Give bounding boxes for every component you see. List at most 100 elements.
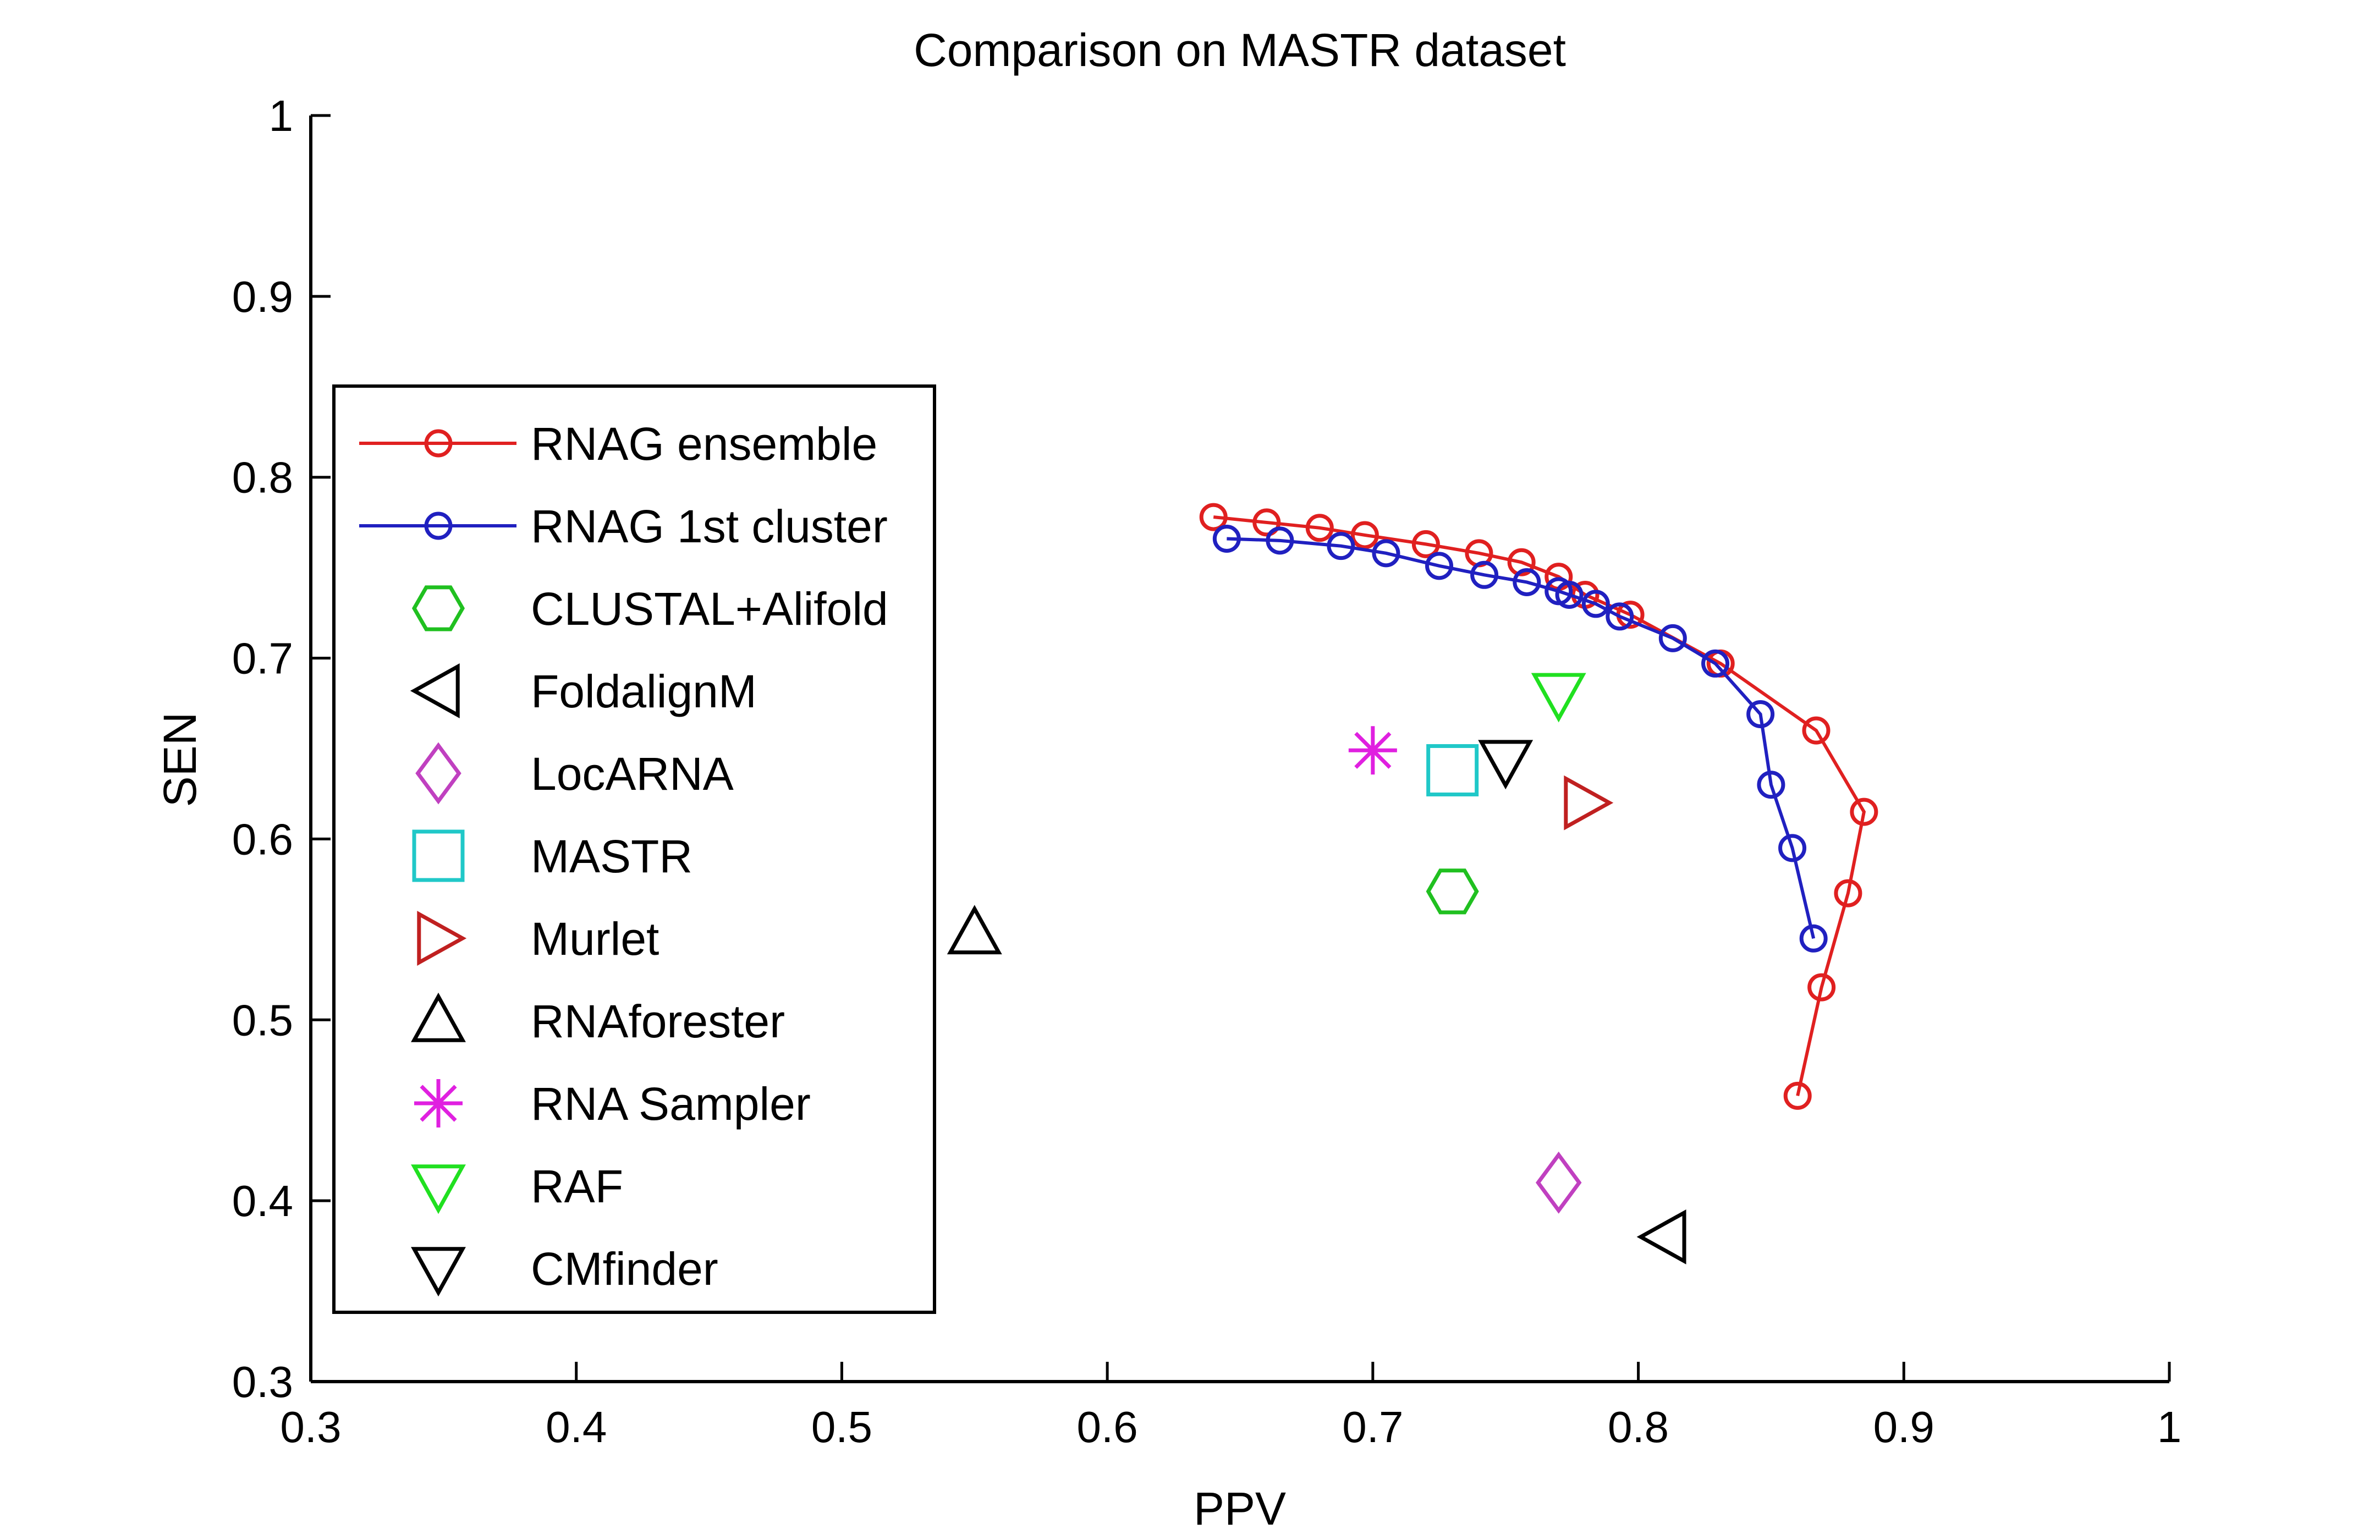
series-4 xyxy=(1536,1151,1582,1214)
legend-item: FoldalignM xyxy=(410,663,757,718)
y-tick-label: 0.9 xyxy=(232,272,293,321)
data-point xyxy=(1536,1151,1582,1214)
legend-label: LocARNA xyxy=(531,748,734,800)
series-9 xyxy=(1531,673,1586,723)
series-6 xyxy=(1564,775,1614,831)
legend-label: FoldalignM xyxy=(531,666,757,717)
legend-item: RNAG ensemble xyxy=(359,418,877,470)
y-tick-label: 0.6 xyxy=(232,815,293,864)
data-point xyxy=(1757,771,1785,799)
series-5 xyxy=(1426,744,1479,796)
legend-item: Murlet xyxy=(417,911,659,966)
legend-label: Murlet xyxy=(531,913,659,965)
x-tick-label: 0.9 xyxy=(1873,1402,1934,1451)
x-tick-label: 0.3 xyxy=(280,1402,341,1451)
legend-box xyxy=(332,384,936,1314)
x-tick-label: 0.4 xyxy=(546,1402,607,1451)
data-point xyxy=(1252,508,1281,537)
data-point xyxy=(1531,673,1586,723)
legend-item: RNAG 1st cluster xyxy=(359,501,888,552)
y-axis-title: SEN xyxy=(154,712,206,807)
data-point xyxy=(1807,973,1836,1002)
legend-marker xyxy=(424,429,453,458)
legend-item: CLUSTAL+Alifold xyxy=(411,583,888,635)
data-point xyxy=(1507,548,1536,576)
data-point xyxy=(1778,834,1807,862)
data-point xyxy=(1555,580,1584,609)
data-point xyxy=(1513,568,1541,596)
legend: RNAG ensemble RNAG 1st cluster CLUSTAL+Ali… xyxy=(332,384,936,1314)
data-point xyxy=(1411,530,1440,558)
data-point xyxy=(1658,624,1687,652)
data-point xyxy=(1212,525,1241,553)
data-point xyxy=(1636,1209,1686,1264)
chart-title: Comparison on MASTR dataset xyxy=(914,24,1566,76)
series-3 xyxy=(1636,1209,1686,1264)
data-point xyxy=(1199,503,1228,531)
legend-item: CMfinder xyxy=(411,1243,718,1297)
legend-label: MASTR xyxy=(531,831,692,882)
y-tick-label: 0.7 xyxy=(232,634,293,683)
x-tick-label: 0.5 xyxy=(811,1402,872,1451)
legend-marker xyxy=(414,1079,463,1128)
legend-marker xyxy=(412,829,465,882)
series-8 xyxy=(1348,726,1397,775)
legend-marker xyxy=(411,585,465,631)
data-point xyxy=(1581,590,1610,618)
data-point xyxy=(1350,521,1379,549)
data-point xyxy=(1850,798,1878,826)
x-tick-label: 0.6 xyxy=(1077,1402,1138,1451)
data-point xyxy=(1372,539,1400,568)
legend-item: RNA Sampler xyxy=(414,1078,811,1130)
series-1 xyxy=(1212,525,1828,953)
data-point xyxy=(1426,744,1479,796)
data-point xyxy=(1701,649,1730,678)
legend-label: RAF xyxy=(531,1160,623,1212)
legend-item: LocARNA xyxy=(415,742,734,805)
legend-label: RNAG ensemble xyxy=(531,418,877,470)
y-tick-label: 0.3 xyxy=(232,1357,293,1406)
x-tick-label: 0.7 xyxy=(1342,1402,1403,1451)
data-point xyxy=(1470,560,1499,589)
x-axis-title: PPV xyxy=(1194,1483,1286,1535)
data-point xyxy=(1783,1081,1812,1110)
data-point xyxy=(1564,775,1614,831)
data-point xyxy=(947,905,1002,955)
data-point xyxy=(1348,726,1397,775)
data-point xyxy=(1802,716,1831,745)
y-tick-label: 1 xyxy=(269,91,294,140)
x-tick-label: 1 xyxy=(2157,1402,2182,1451)
series-2 xyxy=(1426,868,1479,915)
x-axis: 0.3 0.4 0.5 0.6 0.7 0.8 0.9 1 xyxy=(280,1362,2181,1451)
legend-marker xyxy=(411,992,466,1042)
series-7 xyxy=(947,905,1002,955)
plot-area xyxy=(947,503,1878,1264)
legend-label: CLUSTAL+Alifold xyxy=(531,583,888,635)
data-point xyxy=(1327,532,1355,560)
y-tick-label: 0.4 xyxy=(232,1176,293,1225)
data-point xyxy=(1799,924,1828,953)
data-point xyxy=(1266,526,1294,555)
data-point xyxy=(1606,602,1634,631)
data-point xyxy=(1478,740,1533,790)
data-point xyxy=(1834,879,1862,908)
legend-label: RNAforester xyxy=(531,996,785,1047)
legend-item: RNAforester xyxy=(411,992,785,1047)
legend-marker xyxy=(424,512,453,540)
y-axis: 0.3 0.4 0.5 0.6 0.7 0.8 0.9 1 xyxy=(232,91,331,1406)
legend-label: CMfinder xyxy=(531,1243,718,1295)
data-point xyxy=(1746,700,1775,729)
legend-marker xyxy=(411,1164,466,1214)
legend-marker xyxy=(411,1247,466,1297)
data-point xyxy=(1425,552,1454,580)
legend-label: RNA Sampler xyxy=(531,1078,811,1130)
legend-label: RNAG 1st cluster xyxy=(531,501,888,552)
legend-marker xyxy=(415,742,461,805)
x-tick-label: 0.8 xyxy=(1608,1402,1669,1451)
legend-marker xyxy=(417,911,467,966)
data-point xyxy=(1305,514,1334,542)
y-tick-label: 0.5 xyxy=(232,996,293,1044)
series-line xyxy=(1213,515,1866,1097)
series-10 xyxy=(1478,740,1533,790)
